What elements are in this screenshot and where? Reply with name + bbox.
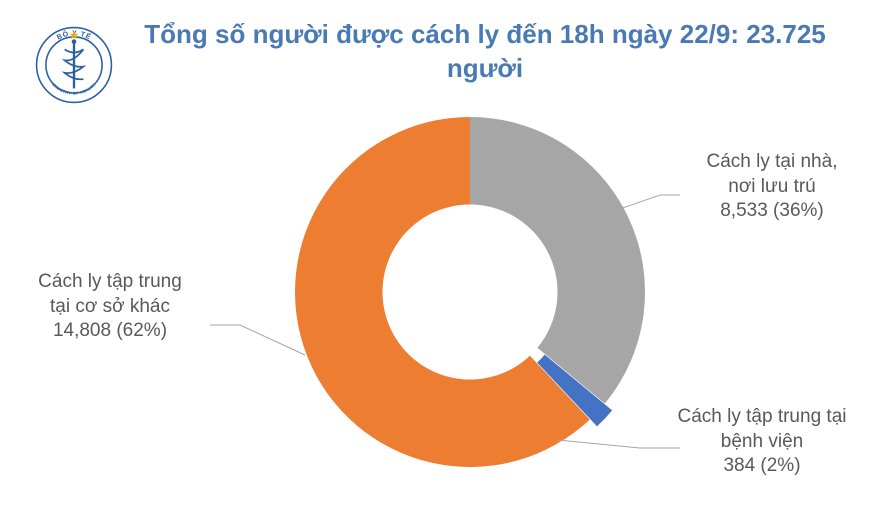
- chart-title: Tổng số người được cách ly đến 18h ngày …: [120, 18, 850, 86]
- donut-chart: Cách ly tại nhà, nơi lưu trú 8,533 (36%)…: [0, 95, 890, 512]
- slice-label-home: Cách ly tại nhà, nơi lưu trú 8,533 (36%): [682, 150, 862, 224]
- slice-label-hospital: Cách ly tập trung tại bệnh viện 384 (2%): [662, 405, 862, 479]
- slice-label-other: Cách ly tập trung tại cơ sở khác 14,808 …: [10, 270, 210, 344]
- ministry-of-health-logo: BỘ Y TẾ MINISTRY OF HEALTH: [35, 26, 113, 104]
